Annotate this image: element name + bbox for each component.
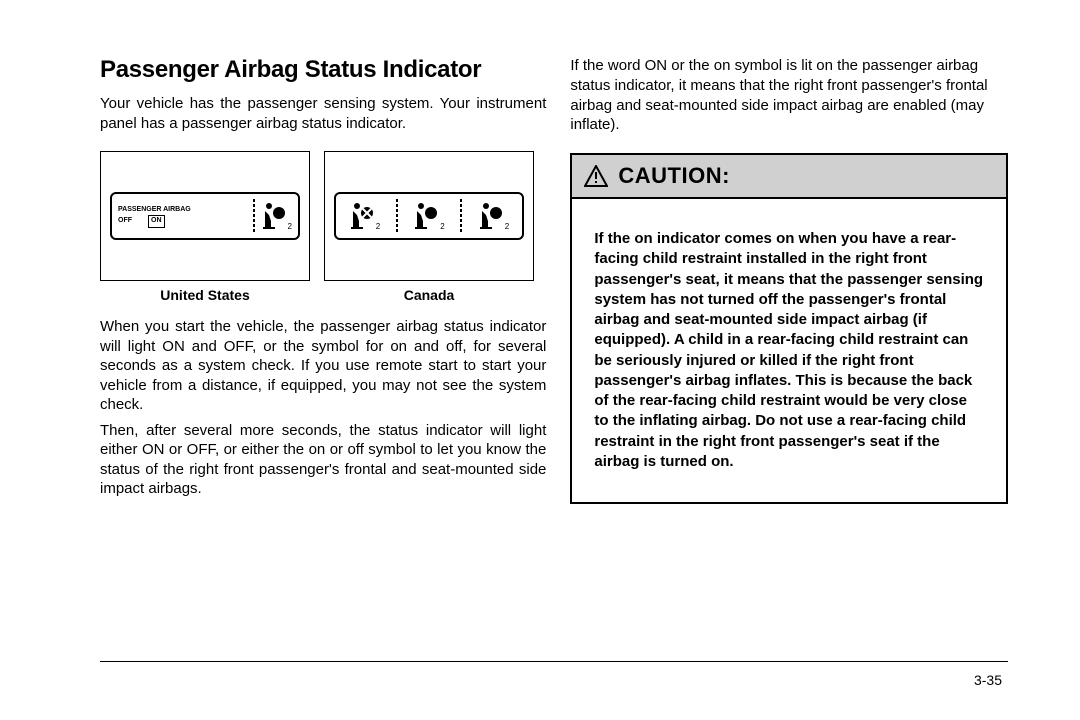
caution-header: CAUTION: [572, 155, 1006, 199]
icon-subscript: 2 [440, 222, 444, 231]
ca-icon-cell-1: 2 [349, 201, 380, 231]
caution-body-text: If the on indicator comes on when you ha… [572, 199, 1006, 502]
airbag-on-icon [261, 201, 287, 231]
airbag-on-icon [413, 201, 439, 231]
left-column: Passenger Airbag Status Indicator Your v… [100, 56, 546, 505]
section-heading: Passenger Airbag Status Indicator [100, 56, 546, 84]
us-line1: PASSENGER AIRBAG [118, 205, 247, 216]
icon-subscript: 2 [505, 222, 509, 231]
us-figure-label: United States [100, 287, 310, 303]
page-number: 3-35 [974, 672, 1002, 688]
icon-subscript: 2 [288, 222, 292, 231]
paragraph-2: When you start the vehicle, the passenge… [100, 317, 546, 415]
figure-us: PASSENGER AIRBAG OFF ON [100, 151, 310, 281]
canada-indicator-panel: 2 2 [334, 192, 524, 240]
ca-icon-cell-2: 2 [413, 201, 444, 231]
figures-row: PASSENGER AIRBAG OFF ON [100, 151, 546, 281]
us-indicator-panel: PASSENGER AIRBAG OFF ON [110, 192, 300, 240]
us-on-label: ON [148, 215, 165, 228]
us-airbag-icon-cell: 2 [261, 201, 292, 231]
intro-paragraph: Your vehicle has the passenger sensing s… [100, 94, 546, 133]
figure-canada: 2 2 [324, 151, 534, 281]
caution-box: CAUTION: If the on indicator comes on wh… [570, 153, 1008, 504]
divider-line [253, 199, 255, 233]
ca-icon-cell-3: 2 [478, 201, 509, 231]
manual-page: Passenger Airbag Status Indicator Your v… [0, 0, 1080, 545]
caution-title: CAUTION: [618, 163, 730, 189]
us-line2: OFF ON [118, 215, 247, 228]
paragraph-3: Then, after several more seconds, the st… [100, 421, 546, 499]
right-intro-paragraph: If the word ON or the on symbol is lit o… [570, 56, 1008, 135]
figure-labels: United States Canada [100, 287, 546, 303]
right-column: If the word ON or the on symbol is lit o… [570, 56, 1008, 505]
icon-subscript: 2 [376, 222, 380, 231]
us-text-block: PASSENGER AIRBAG OFF ON [118, 205, 247, 228]
divider-line [396, 199, 398, 233]
airbag-off-icon [349, 201, 375, 231]
warning-triangle-icon [584, 165, 608, 187]
divider-line [460, 199, 462, 233]
footer-rule [100, 661, 1008, 662]
canada-figure-label: Canada [324, 287, 534, 303]
airbag-on-icon [478, 201, 504, 231]
us-off-label: OFF [118, 216, 132, 227]
